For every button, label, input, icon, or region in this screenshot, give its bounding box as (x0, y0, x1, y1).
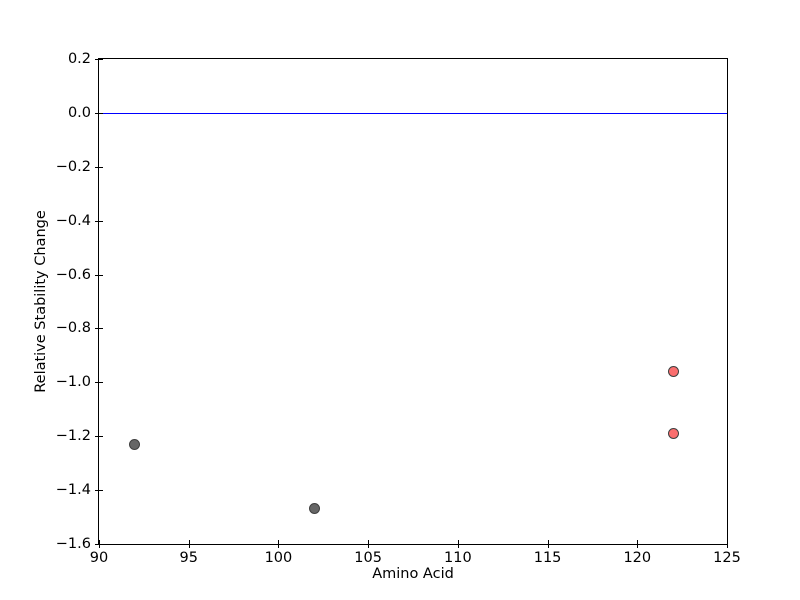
data-point (667, 428, 679, 440)
y-tick-label: 0.2 (67, 50, 91, 67)
x-tick-mark-inner (188, 540, 190, 544)
y-tick-mark-inner (99, 220, 103, 222)
x-tick-label: 115 (533, 550, 562, 566)
x-tick-mark-inner (637, 540, 639, 544)
y-tick-label: −1.0 (55, 374, 91, 391)
y-tick-mark-inner (99, 490, 103, 492)
x-tick-label: 95 (179, 550, 198, 566)
data-point (667, 366, 679, 378)
x-tick-label: 120 (623, 550, 652, 566)
y-tick-mark (95, 274, 99, 276)
y-tick-label: −0.6 (55, 266, 91, 283)
y-tick-label: −0.2 (55, 158, 91, 175)
x-tick-label: 125 (713, 550, 741, 566)
y-tick-mark (95, 220, 99, 222)
x-tick-label: 90 (89, 550, 109, 566)
x-tick-mark (188, 544, 190, 548)
data-point (308, 503, 320, 515)
x-tick-mark (637, 544, 639, 548)
y-tick-mark-inner (99, 436, 103, 438)
y-tick-mark-inner (99, 166, 103, 168)
data-layer (99, 59, 727, 544)
y-tick-mark (95, 166, 99, 168)
data-point (129, 438, 141, 450)
y-tick-mark-inner (99, 59, 103, 60)
x-tick-mark-inner (547, 540, 549, 544)
y-tick-mark (95, 59, 99, 60)
x-tick-mark (727, 544, 728, 548)
y-tick-mark-inner (99, 544, 103, 545)
x-tick-label: 105 (354, 550, 382, 566)
y-tick-mark (95, 382, 99, 384)
x-tick-mark (99, 544, 100, 548)
y-tick-label: −1.6 (55, 535, 91, 552)
x-tick-mark (278, 544, 280, 548)
y-tick-mark-inner (99, 382, 103, 384)
y-tick-mark-inner (99, 328, 103, 330)
zero-line (99, 112, 727, 114)
y-tick-label: −1.4 (55, 481, 91, 498)
x-tick-label: 110 (444, 550, 472, 566)
y-tick-label: 0.0 (67, 104, 91, 121)
plot-area: −1.6 −1.4 −1.2 −1.0 −0.8 −0.6 −0.4 −0.2 0.0 0.2 90… (56, 52, 741, 565)
x-tick-mark-inner (457, 540, 459, 544)
y-tick-mark (95, 436, 99, 438)
x-tick-mark (547, 544, 549, 548)
y-tick-label: −1.2 (55, 427, 91, 444)
y-tick-label: −0.4 (55, 212, 91, 229)
x-tick-mark (457, 544, 459, 548)
y-tick-mark (95, 490, 99, 492)
x-tick-mark (368, 544, 370, 548)
y-tick-mark (95, 112, 99, 114)
y-axis-label: Relative Stability Change (33, 210, 49, 393)
y-tick-mark-inner (99, 112, 103, 114)
y-tick-mark-inner (99, 274, 103, 276)
x-tick-mark-inner (368, 540, 370, 544)
x-tick-mark-inner (727, 540, 728, 544)
y-tick-mark (95, 328, 99, 330)
x-tick-mark-inner (99, 540, 100, 544)
y-tick-label: −0.8 (55, 320, 91, 337)
y-tick-mark (95, 544, 99, 545)
x-tick-label: 100 (264, 550, 293, 566)
x-axis-label: Amino Acid (372, 566, 454, 582)
x-tick-mark-inner (278, 540, 280, 544)
